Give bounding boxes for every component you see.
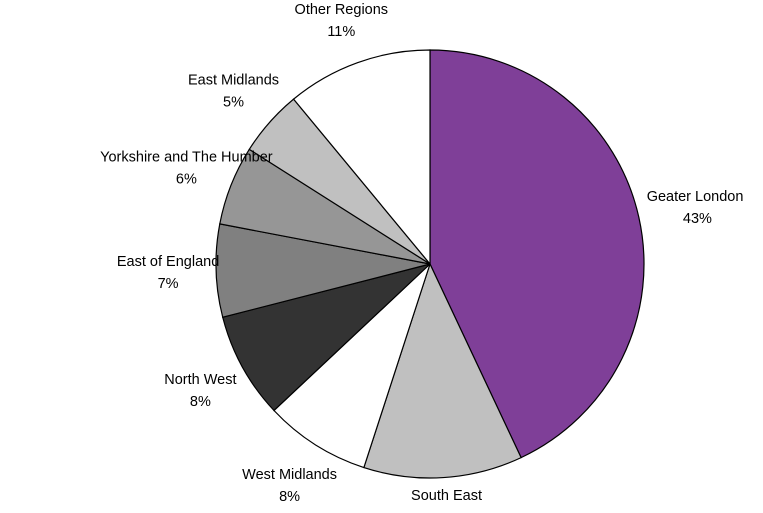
- slice-value-label: 8%: [190, 394, 211, 410]
- slice-label-south-east: South East: [411, 488, 482, 504]
- slice-category-label: East Midlands: [188, 73, 279, 89]
- slice-value-label: 11%: [327, 24, 355, 40]
- pie-slice-south-east: [363, 262, 522, 479]
- slice-label-west-midlands: West Midlands 8%: [242, 467, 337, 505]
- slice-value-label: 8%: [279, 489, 300, 505]
- slice-category-label: East of England: [117, 254, 219, 270]
- slice-category-label: Other Regions: [295, 2, 389, 18]
- slice-label-north-west: North West 8%: [164, 372, 236, 410]
- slice-value-label: 7%: [158, 276, 179, 292]
- pie-slice-geater-london: [429, 49, 645, 459]
- slice-category-label: Yorkshire and The Humber: [100, 150, 273, 166]
- slice-label-geater-london: Geater London 43%: [647, 189, 744, 227]
- pie-labels: Geater London 43% South East West Midlands 8…: [100, 2, 743, 505]
- slice-category-label: Geater London: [647, 189, 744, 205]
- slice-value-label: 5%: [223, 95, 244, 111]
- slice-label-yorkshire-and-the-humber: Yorkshire and The Humber 6%: [100, 150, 273, 188]
- slice-label-east-of-england: East of England 7%: [117, 254, 219, 292]
- slice-category-label: West Midlands: [242, 467, 337, 483]
- slice-category-label: South East: [411, 488, 482, 504]
- slice-label-other-regions: Other Regions 11%: [295, 2, 389, 40]
- pie-slice-other-regions: [292, 49, 431, 266]
- pie-slice-north-west: [221, 263, 431, 412]
- slice-category-label: North West: [164, 372, 236, 388]
- pie-slices: [215, 49, 645, 479]
- slice-value-label: 43%: [683, 211, 712, 227]
- slice-value-label: 6%: [176, 172, 197, 188]
- pie-slice-west-midlands: [273, 263, 431, 469]
- slice-label-east-midlands: East Midlands 5%: [188, 73, 279, 111]
